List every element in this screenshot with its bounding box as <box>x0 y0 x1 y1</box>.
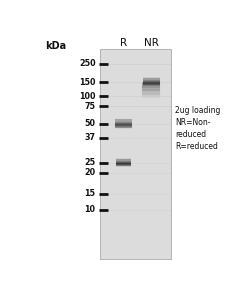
Text: kDa: kDa <box>45 41 66 51</box>
Text: 10: 10 <box>85 205 96 214</box>
Text: 250: 250 <box>79 59 96 68</box>
Bar <box>100 49 171 259</box>
Text: R: R <box>120 38 127 48</box>
Text: 150: 150 <box>79 78 96 87</box>
Text: 100: 100 <box>79 92 96 100</box>
Text: 75: 75 <box>85 102 96 111</box>
Text: NR: NR <box>144 38 159 48</box>
Text: 20: 20 <box>85 168 96 177</box>
Text: 15: 15 <box>85 189 96 198</box>
Text: 37: 37 <box>85 133 96 142</box>
Text: 2ug loading
NR=Non-
reduced
R=reduced: 2ug loading NR=Non- reduced R=reduced <box>175 106 221 151</box>
Text: 25: 25 <box>85 158 96 167</box>
Text: 50: 50 <box>85 119 96 128</box>
